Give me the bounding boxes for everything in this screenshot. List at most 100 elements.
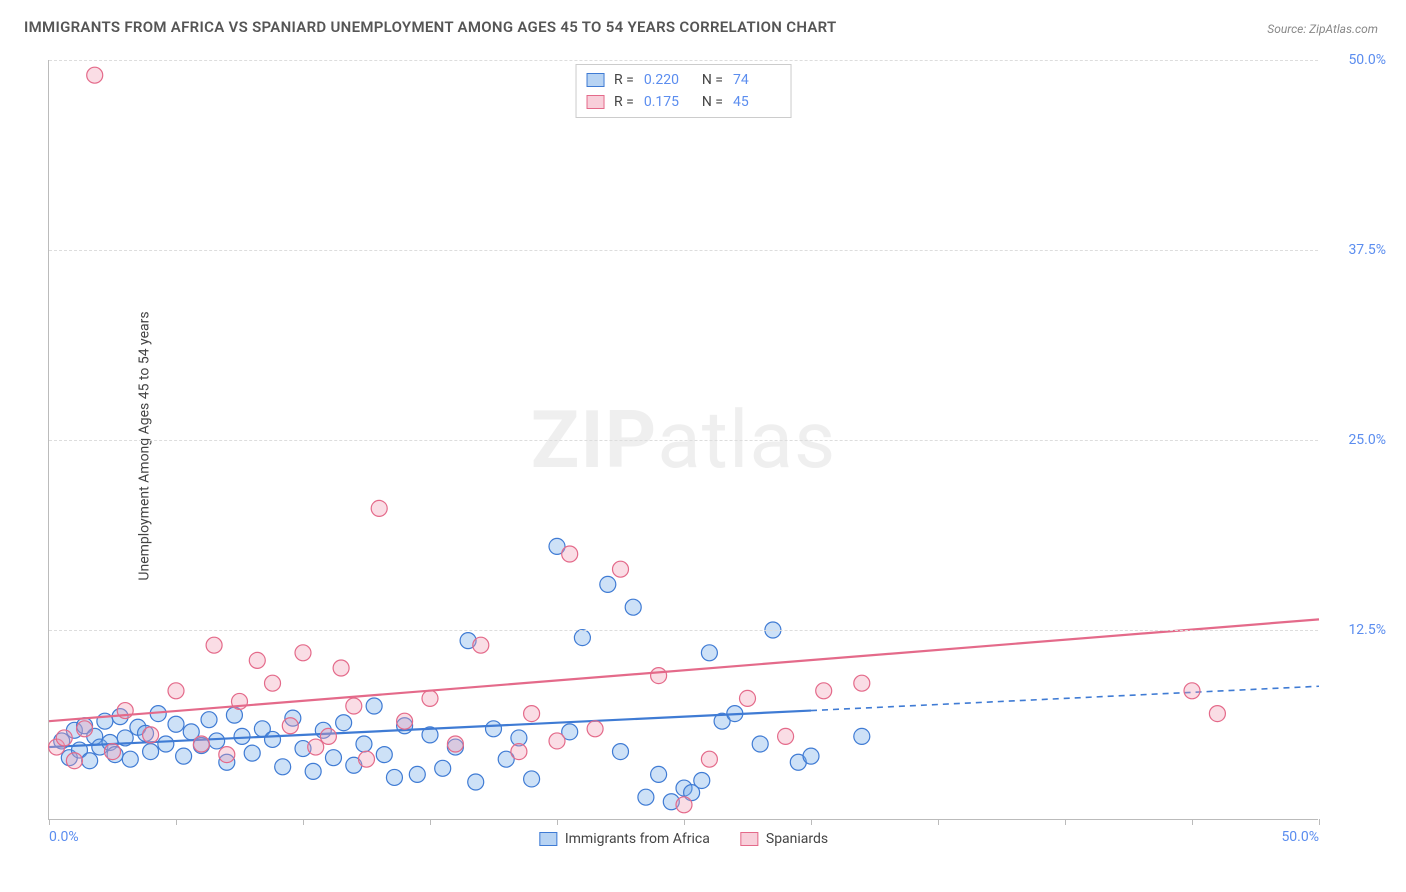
- data-point: [422, 690, 438, 706]
- data-point: [244, 745, 260, 761]
- trend-line: [49, 619, 1319, 721]
- data-point: [486, 721, 502, 737]
- data-point: [206, 637, 222, 653]
- data-point: [651, 766, 667, 782]
- data-point: [265, 731, 281, 747]
- data-point: [249, 652, 265, 668]
- data-point: [143, 744, 159, 760]
- data-point: [574, 630, 590, 646]
- data-point: [701, 645, 717, 661]
- data-point: [447, 736, 463, 752]
- data-point: [371, 500, 387, 516]
- data-point: [66, 753, 82, 769]
- data-point: [676, 797, 692, 813]
- data-point: [168, 683, 184, 699]
- data-point: [386, 769, 402, 785]
- data-point: [82, 753, 98, 769]
- gridline: [49, 60, 1318, 61]
- data-point: [305, 763, 321, 779]
- legend-item: Spaniards: [740, 831, 828, 847]
- x-tick-label: 0.0%: [49, 829, 79, 845]
- data-point: [435, 760, 451, 776]
- data-point: [854, 675, 870, 691]
- data-point: [168, 716, 184, 732]
- data-point: [701, 751, 717, 767]
- data-point: [473, 637, 489, 653]
- data-point: [282, 718, 298, 734]
- x-tick: [176, 819, 177, 825]
- chart-title: IMMIGRANTS FROM AFRICA VS SPANIARD UNEMP…: [24, 18, 837, 36]
- data-point: [587, 721, 603, 737]
- data-point: [265, 675, 281, 691]
- data-point: [158, 736, 174, 752]
- data-point: [651, 668, 667, 684]
- data-point: [87, 67, 103, 83]
- trend-line-extrapolated: [811, 686, 1319, 710]
- data-point: [201, 712, 217, 728]
- data-point: [325, 750, 341, 766]
- data-point: [562, 546, 578, 562]
- x-tick: [49, 819, 50, 825]
- data-point: [176, 748, 192, 764]
- data-point: [193, 736, 209, 752]
- data-point: [234, 728, 250, 744]
- data-point: [397, 713, 413, 729]
- x-tick: [303, 819, 304, 825]
- x-tick-label: 50.0%: [1281, 829, 1319, 845]
- data-point: [1209, 706, 1225, 722]
- data-point: [219, 747, 235, 763]
- x-tick: [938, 819, 939, 825]
- data-point: [740, 690, 756, 706]
- data-point: [333, 660, 349, 676]
- data-point: [336, 715, 352, 731]
- data-point: [359, 751, 375, 767]
- data-point: [209, 733, 225, 749]
- x-tick: [557, 819, 558, 825]
- data-point: [613, 561, 629, 577]
- data-point: [376, 747, 392, 763]
- series-legend: Immigrants from Africa Spaniards: [539, 831, 828, 847]
- data-point: [549, 733, 565, 749]
- y-tick-label: 12.5%: [1348, 622, 1386, 638]
- data-point: [1184, 683, 1200, 699]
- gridline: [49, 440, 1318, 441]
- data-point: [275, 759, 291, 775]
- y-tick-label: 25.0%: [1348, 432, 1386, 448]
- data-point: [694, 772, 710, 788]
- source-attribution: Source: ZipAtlas.com: [1267, 22, 1378, 36]
- data-point: [778, 728, 794, 744]
- x-tick: [1192, 819, 1193, 825]
- data-point: [816, 683, 832, 699]
- data-point: [356, 736, 372, 752]
- legend-label: Spaniards: [766, 831, 828, 847]
- data-point: [625, 599, 641, 615]
- x-tick: [684, 819, 685, 825]
- data-point: [600, 576, 616, 592]
- data-point: [524, 706, 540, 722]
- data-point: [56, 730, 72, 746]
- data-point: [613, 744, 629, 760]
- x-tick: [1065, 819, 1066, 825]
- data-point: [803, 748, 819, 764]
- plot-area: ZIPatlas R =0.220N =74R =0.175N =45 Immi…: [48, 60, 1318, 820]
- data-point: [308, 739, 324, 755]
- y-tick-label: 37.5%: [1348, 242, 1386, 258]
- data-point: [320, 728, 336, 744]
- data-point: [752, 736, 768, 752]
- y-tick-label: 50.0%: [1348, 52, 1386, 68]
- gridline: [49, 630, 1318, 631]
- data-point: [524, 771, 540, 787]
- data-point: [366, 698, 382, 714]
- x-tick: [430, 819, 431, 825]
- data-point: [854, 728, 870, 744]
- legend-swatch: [539, 832, 557, 846]
- data-point: [638, 789, 654, 805]
- data-point: [77, 721, 93, 737]
- legend-item: Immigrants from Africa: [539, 831, 710, 847]
- data-point: [511, 744, 527, 760]
- data-point: [295, 645, 311, 661]
- x-tick: [1319, 819, 1320, 825]
- data-point: [105, 744, 121, 760]
- data-point: [468, 774, 484, 790]
- legend-label: Immigrants from Africa: [565, 831, 710, 847]
